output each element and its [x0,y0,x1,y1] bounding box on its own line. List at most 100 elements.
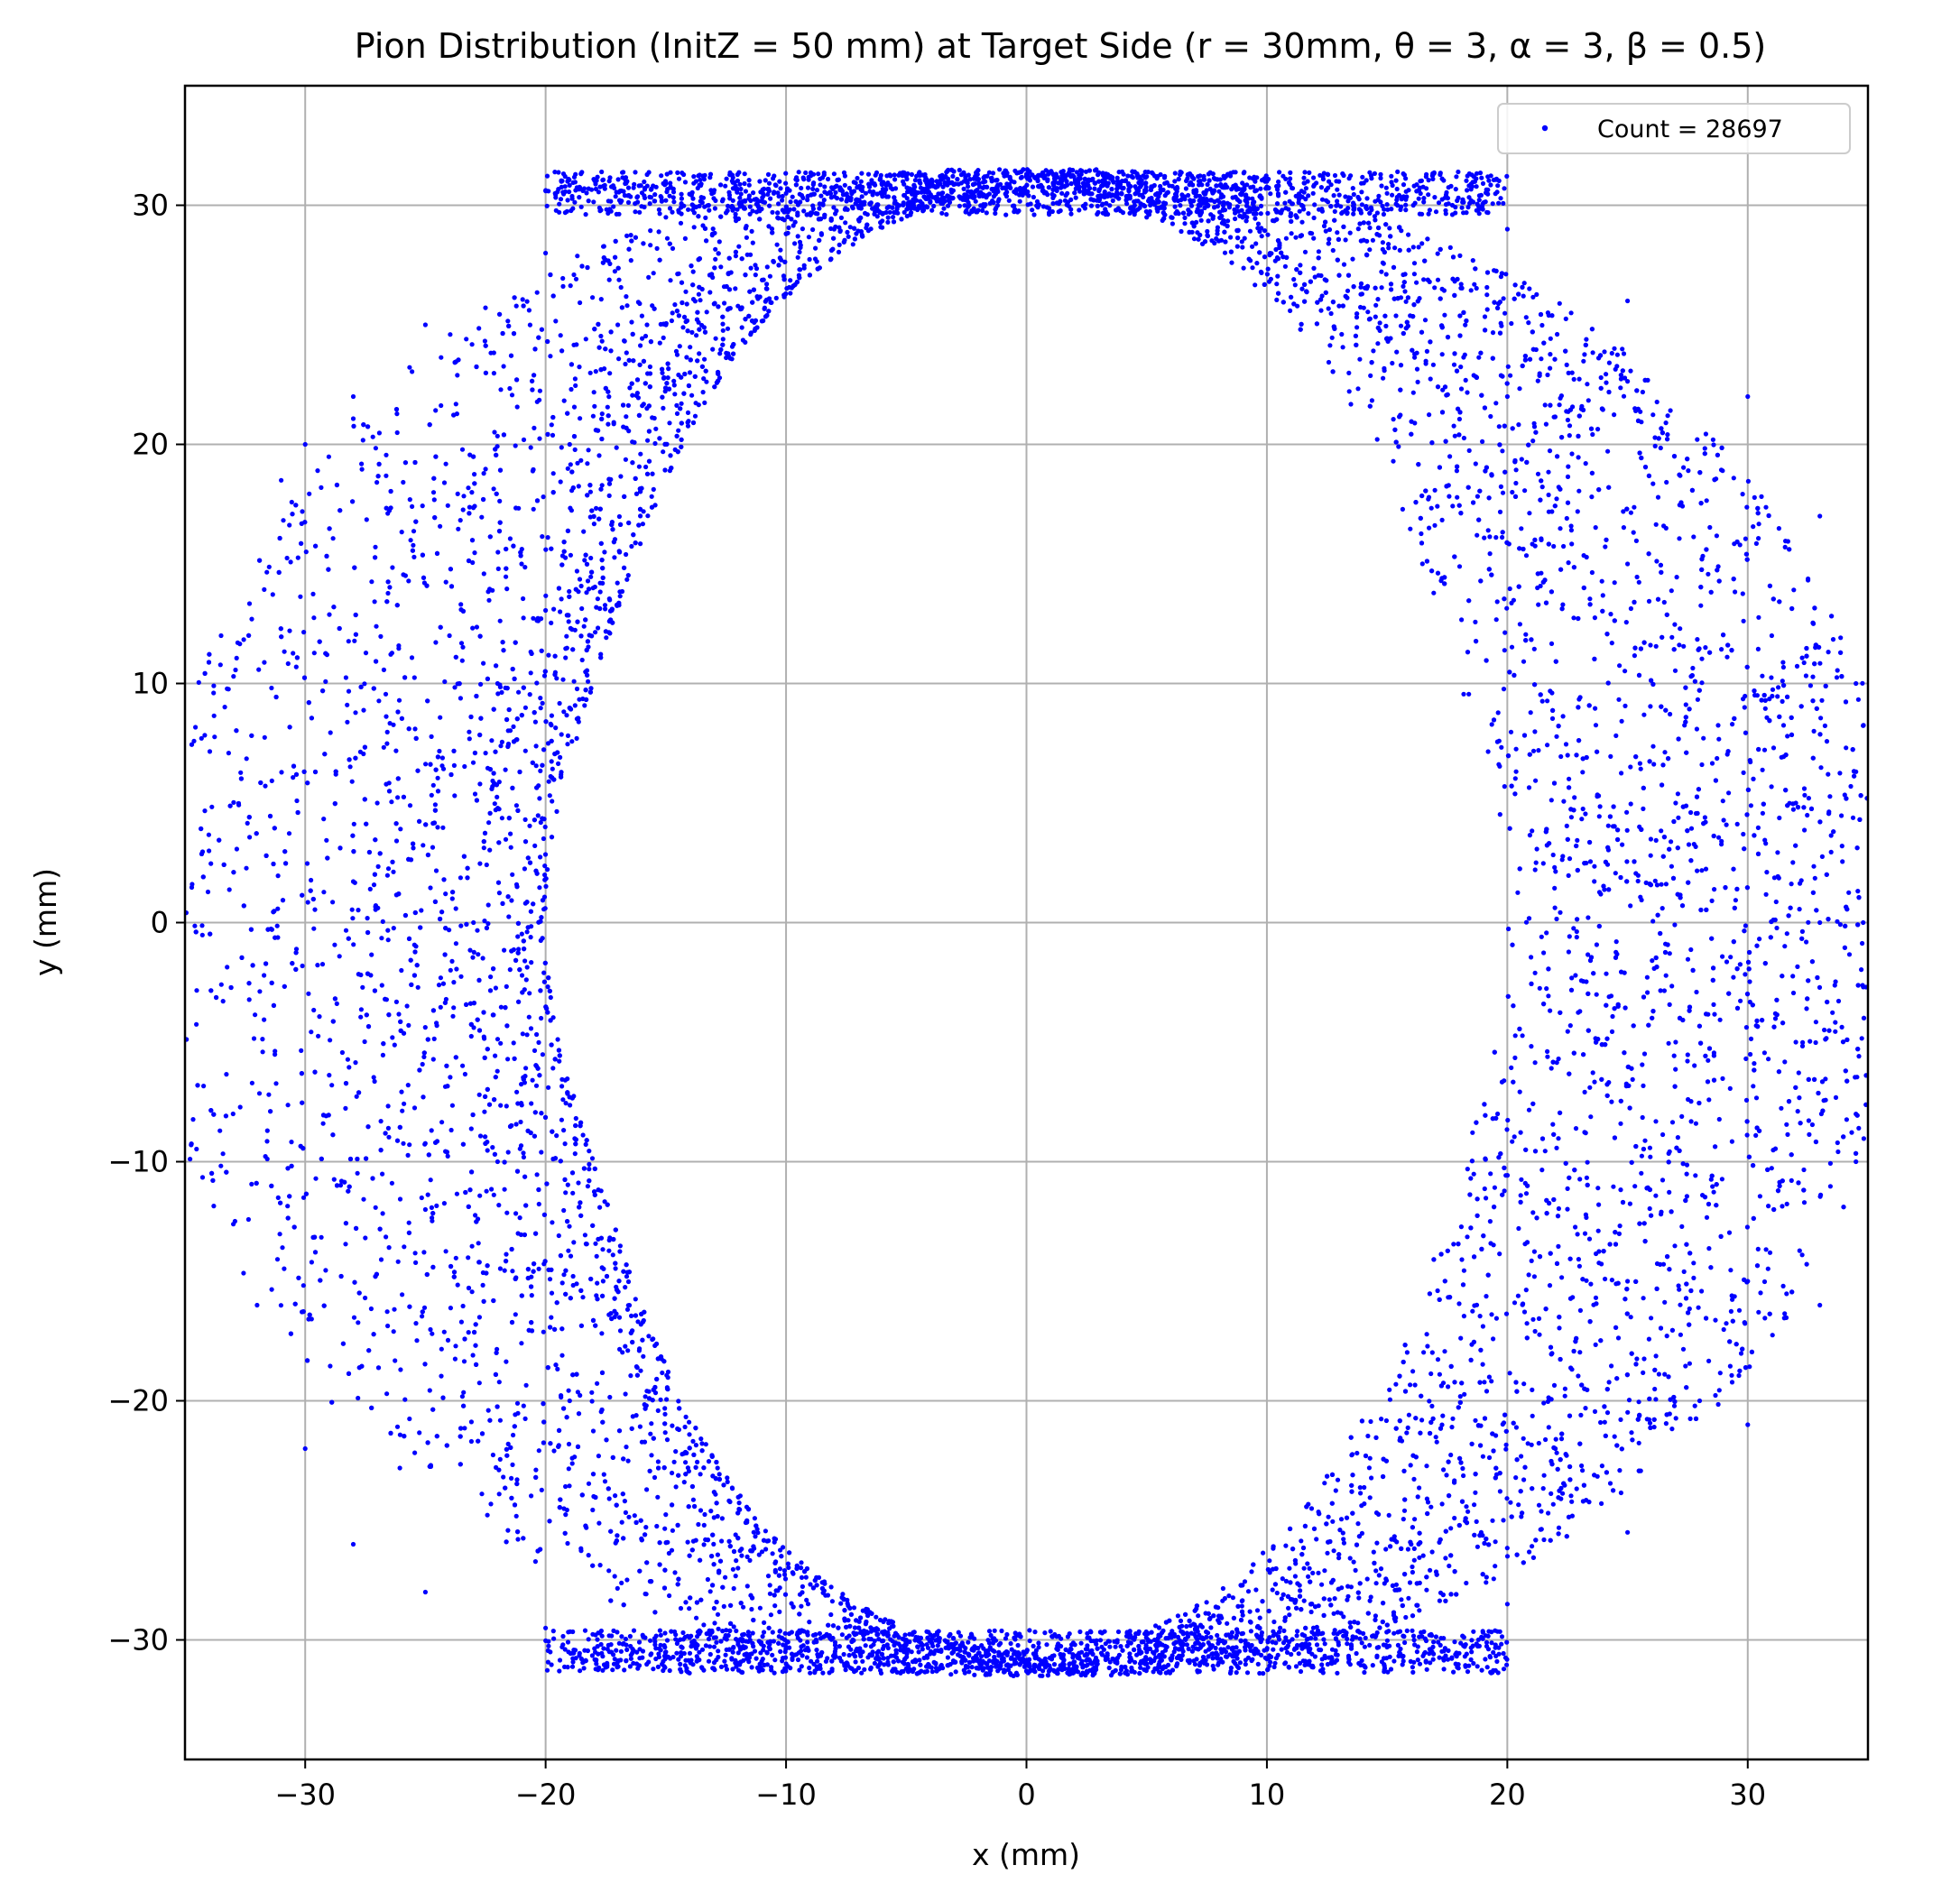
scatter-point [1321,223,1327,229]
scatter-point [1301,1565,1307,1571]
scatter-point [1437,1371,1442,1377]
scatter-point [509,898,514,903]
scatter-point [574,568,580,574]
scatter-point [1718,467,1724,473]
scatter-point [1486,1454,1493,1461]
scatter-point [1641,806,1646,812]
scatter-point [679,401,684,406]
scatter-point [264,569,270,575]
scatter-point [1208,1625,1214,1630]
scatter-point [1310,1625,1317,1630]
scatter-point [602,1479,608,1484]
scatter-point [711,1541,717,1547]
scatter-point [845,229,850,235]
scatter-point [1254,1608,1261,1613]
scatter-point [568,1103,573,1108]
scatter-point [493,1053,498,1058]
scatter-point [612,1308,617,1314]
scatter-point [217,1128,223,1133]
scatter-point [803,1574,809,1580]
scatter-point [1316,249,1321,254]
scatter-point [606,394,612,400]
scatter-point [1313,1636,1318,1641]
scatter-point [391,722,396,727]
scatter-point [1410,390,1416,395]
scatter-point [1619,718,1624,724]
scatter-point [1835,998,1842,1004]
scatter-point [360,984,365,990]
scatter-point [1504,605,1510,611]
scatter-point [1442,1349,1447,1354]
scatter-points [185,167,1868,1678]
scatter-point [586,448,591,453]
scatter-point [558,479,563,485]
scatter-point [1470,1308,1475,1314]
scatter-point [1333,1488,1338,1493]
scatter-point [1761,1050,1767,1056]
scatter-point [443,1249,448,1254]
scatter-point [1428,1504,1434,1510]
scatter-point [1713,1392,1718,1399]
scatter-point [1609,1278,1614,1283]
scatter-point [604,635,609,641]
scatter-point [1451,362,1457,367]
scatter-point [555,1037,560,1042]
scatter-point [1767,1250,1773,1255]
scatter-point [520,297,525,302]
scatter-point [1526,1107,1532,1113]
scatter-point [1441,1467,1447,1473]
scatter-point [1229,187,1234,192]
scatter-point [885,215,891,220]
scatter-point [396,697,402,703]
scatter-point [391,1329,396,1334]
scatter-point [625,1279,632,1285]
scatter-point [466,485,471,491]
scatter-point [1676,1283,1681,1288]
scatter-point [1770,745,1777,751]
scatter-point [858,179,864,184]
scatter-point [1265,210,1271,216]
scatter-point [625,1348,631,1353]
scatter-point [277,1232,282,1237]
scatter-point [1508,729,1514,734]
scatter-point [655,1494,661,1500]
scatter-point [273,1081,279,1086]
scatter-point [1205,181,1210,188]
scatter-point [1419,531,1424,537]
scatter-point [1796,1070,1801,1076]
scatter-point [378,1257,384,1262]
scatter-point [339,1049,345,1056]
scatter-point [710,346,716,352]
scatter-point [665,375,670,381]
scatter-point [468,1033,474,1039]
scatter-point [284,555,290,561]
scatter-point [209,804,215,809]
scatter-point [549,620,554,626]
scatter-point [1545,372,1550,378]
scatter-point [537,388,543,393]
scatter-point [289,499,294,505]
scatter-point [744,1584,750,1589]
scatter-point [1752,692,1758,698]
scatter-point [1610,1013,1615,1020]
scatter-point [600,1247,606,1252]
scatter-point [529,1101,534,1106]
scatter-point [564,633,569,639]
scatter-point [1490,330,1496,336]
scatter-point [1736,1372,1742,1379]
scatter-point [692,413,698,419]
scatter-point [774,242,780,247]
scatter-point [493,985,499,991]
scatter-point [615,1585,620,1591]
scatter-point [1401,1517,1406,1522]
scatter-point [1696,1305,1701,1310]
scatter-point [1402,272,1408,277]
scatter-point [1618,385,1623,391]
scatter-point [1661,599,1667,605]
scatter-point [1404,1350,1410,1355]
scatter-point [1106,1665,1112,1671]
scatter-point [399,530,404,535]
scatter-point [1498,373,1503,378]
scatter-point [1745,478,1751,485]
scatter-point [689,329,695,335]
